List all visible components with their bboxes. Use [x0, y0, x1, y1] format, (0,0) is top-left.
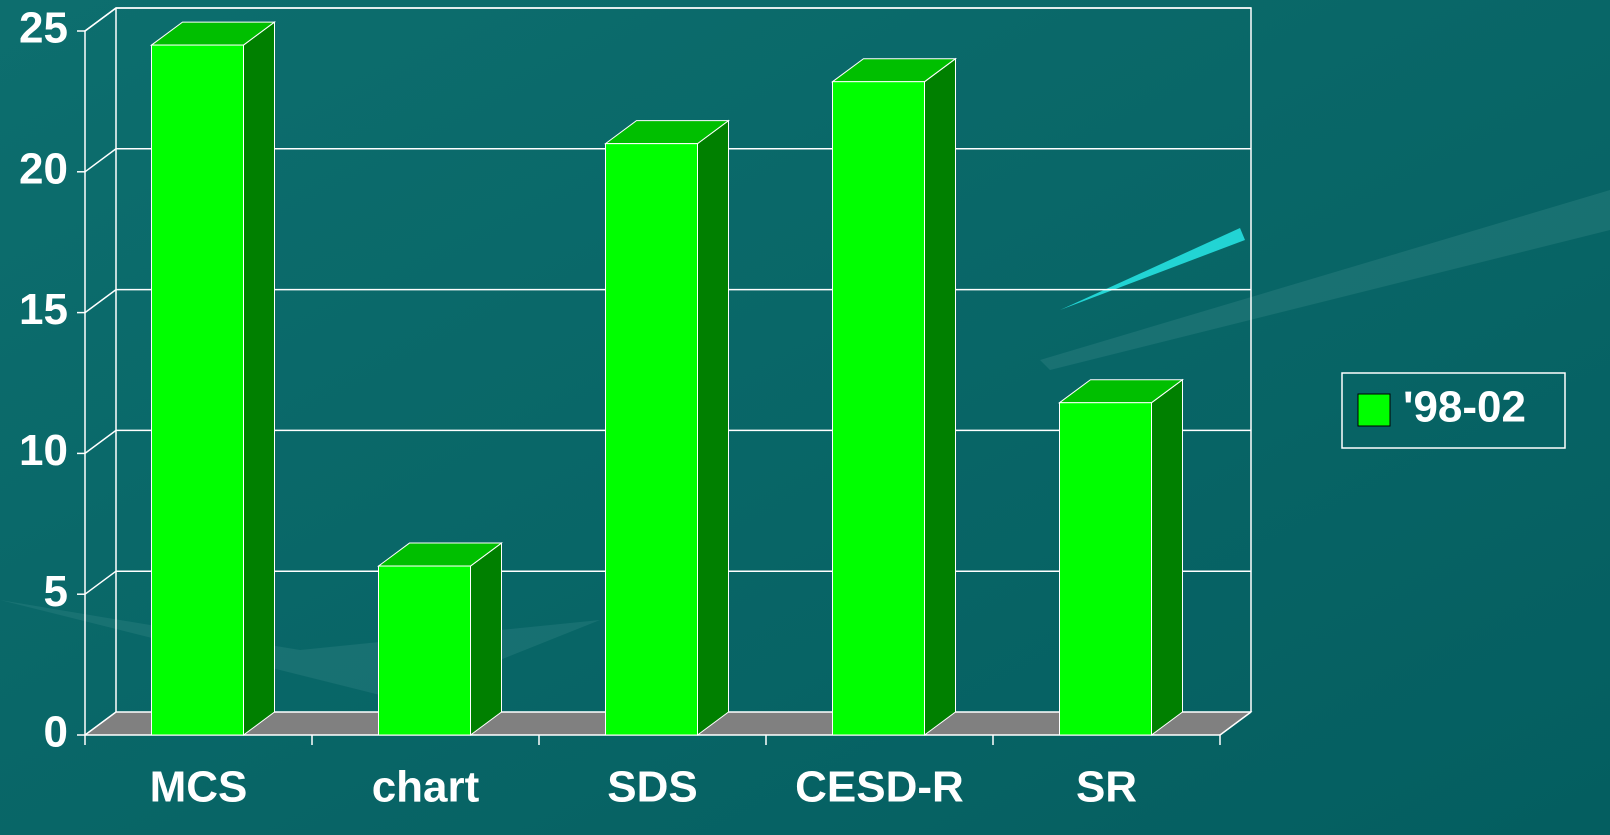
bar-side: [924, 57, 956, 736]
grid-line: [84, 7, 1251, 32]
y-tick-label: 10: [19, 426, 68, 475]
y-tick-label: 20: [19, 144, 68, 193]
bar: [832, 81, 925, 736]
bar: [605, 143, 698, 736]
bar: [1059, 402, 1152, 736]
x-tick-label: CESD-R: [795, 763, 964, 812]
x-tick-label: SR: [1076, 763, 1137, 812]
y-tick-label: 15: [19, 285, 68, 334]
y-tick-label: 0: [44, 708, 68, 757]
x-tick-label: SDS: [607, 763, 697, 812]
legend-swatch: [1357, 393, 1391, 427]
x-axis-edge: [1219, 711, 1252, 736]
decoration: [1040, 190, 1610, 370]
bar: [378, 565, 471, 736]
bar-side: [1151, 378, 1183, 736]
legend-box: [1341, 372, 1566, 449]
bar-side: [470, 542, 502, 736]
bar-side: [243, 21, 275, 736]
x-tick-label: chart: [372, 763, 480, 812]
legend-label: '98-02: [1403, 383, 1526, 432]
y-tick-label: 25: [19, 4, 68, 53]
bar: [151, 44, 244, 736]
y-tick-label: 5: [44, 567, 68, 616]
x-tick-label: MCS: [150, 763, 248, 812]
bar-side: [697, 119, 729, 736]
